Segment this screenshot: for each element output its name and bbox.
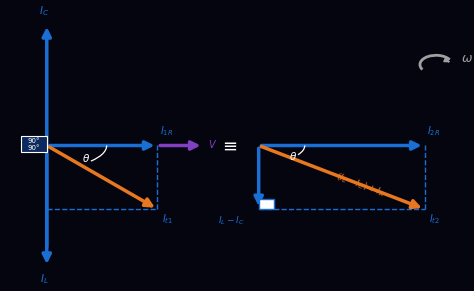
Bar xyxy=(21,136,47,152)
Text: $I_{t1}$: $I_{t1}$ xyxy=(162,212,173,226)
Text: $I_L$: $I_L$ xyxy=(40,273,49,286)
Text: $I_{1R}$: $I_{1R}$ xyxy=(160,125,173,138)
Text: $I_{C}$: $I_{C}$ xyxy=(39,5,49,18)
Text: $(I_L - I_C) + I_R$: $(I_L - I_C) + I_R$ xyxy=(334,170,386,199)
Text: $I_L - I_C$: $I_L - I_C$ xyxy=(218,215,244,227)
Text: $I_{2R}$: $I_{2R}$ xyxy=(427,125,440,138)
Text: 90°: 90° xyxy=(28,139,40,144)
Text: $\omega$: $\omega$ xyxy=(461,52,474,65)
Bar xyxy=(259,199,273,209)
Text: $\equiv$: $\equiv$ xyxy=(219,136,238,155)
Text: $V$: $V$ xyxy=(208,138,217,150)
Text: $I_{t2}$: $I_{t2}$ xyxy=(429,212,440,226)
Text: 90°: 90° xyxy=(28,145,40,151)
Text: $\theta$: $\theta$ xyxy=(82,152,90,164)
Text: $\theta$: $\theta$ xyxy=(289,150,297,162)
